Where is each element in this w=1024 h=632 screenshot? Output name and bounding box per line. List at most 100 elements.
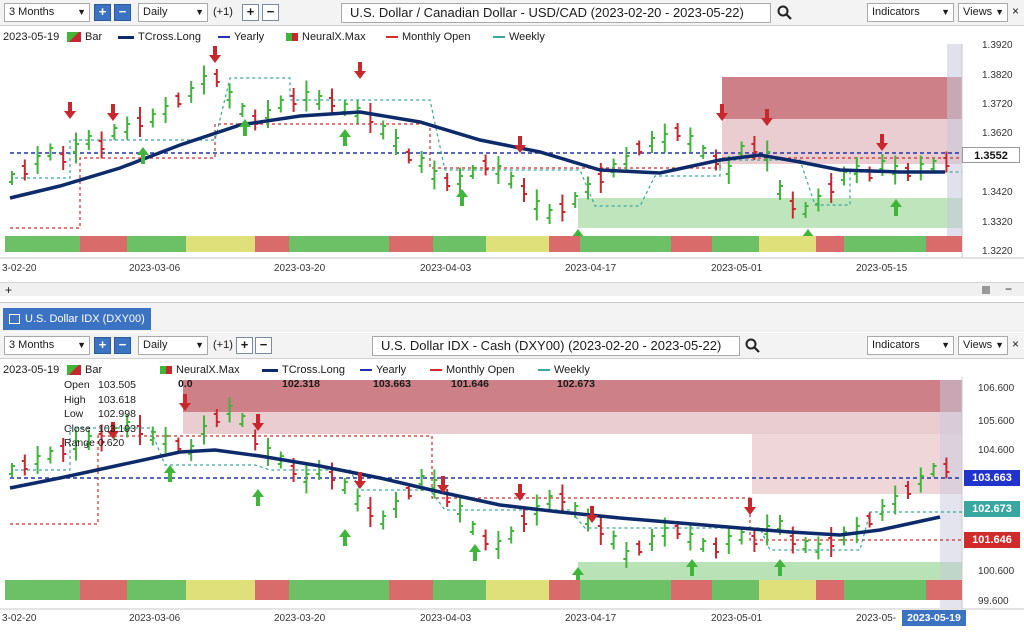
monthly-open-line bbox=[10, 435, 962, 541]
sell-arrow-icon bbox=[716, 104, 728, 121]
top-indicators-label: Indicators bbox=[872, 6, 920, 18]
top-views-select[interactable]: Views ▼ bbox=[958, 3, 1008, 22]
top-close-icon[interactable]: × bbox=[1012, 4, 1020, 18]
bottom-add-button[interactable]: + bbox=[236, 337, 253, 354]
signal-cell bbox=[389, 580, 433, 600]
bottom-y-tick: 105.600 bbox=[978, 416, 1015, 427]
dash-swatch-icon bbox=[430, 369, 442, 372]
top-symbol-title[interactable]: U.S. Dollar / Canadian Dollar - USD/CAD … bbox=[341, 3, 771, 23]
top-x-tick: 2023-03-20 bbox=[274, 263, 326, 274]
tcross-long-line bbox=[9, 448, 941, 537]
top-search-icon[interactable] bbox=[777, 5, 793, 21]
chevron-down-icon: ▼ bbox=[195, 7, 204, 17]
chevron-down-icon: ▼ bbox=[995, 7, 1004, 17]
top-indicators-select[interactable]: Indicators ▼ bbox=[867, 3, 954, 22]
neuralx-swatch-icon bbox=[160, 366, 172, 375]
bottom-close-icon[interactable]: × bbox=[1012, 337, 1020, 351]
bottom-legend-yearly: Yearly bbox=[360, 364, 406, 376]
tcross-long-line bbox=[9, 110, 945, 200]
buy-arrow-icon bbox=[572, 567, 584, 584]
top-legend: 2023-05-19 Bar TCross.Long Yearly Neural… bbox=[0, 31, 1024, 45]
signal-cell bbox=[671, 580, 712, 600]
signal-cell bbox=[549, 236, 580, 252]
signal-cell bbox=[19, 580, 44, 600]
top-y-tick: 1.3420 bbox=[982, 187, 1013, 198]
chart-icon bbox=[9, 314, 20, 324]
signal-cell bbox=[529, 236, 549, 252]
bottom-remove-button[interactable]: − bbox=[255, 337, 272, 354]
signal-cell bbox=[255, 236, 289, 252]
signal-cell bbox=[356, 580, 389, 600]
bottom-x-tick: 2023-05- bbox=[856, 613, 897, 624]
signal-cell bbox=[334, 580, 356, 600]
signal-cell bbox=[671, 236, 712, 252]
top-add-button[interactable]: + bbox=[242, 4, 259, 21]
bottom-search-icon[interactable] bbox=[745, 338, 761, 354]
top-views-label: Views bbox=[963, 6, 993, 18]
signal-cell bbox=[289, 580, 334, 600]
top-legend-tcross: TCross.Long bbox=[118, 31, 201, 43]
top-remove-button[interactable]: − bbox=[262, 4, 279, 21]
price-axis-bg bbox=[962, 377, 1024, 609]
top-zoom-in-button[interactable]: + bbox=[94, 4, 111, 21]
signal-cell bbox=[289, 236, 334, 252]
legend-value-weekly: 102.673 bbox=[557, 378, 595, 390]
signal-cell bbox=[151, 580, 186, 600]
signal-cell bbox=[816, 580, 844, 600]
bottom-zoom-out-button[interactable]: − bbox=[114, 337, 131, 354]
yearly-price-tag: 103.663 bbox=[964, 470, 1020, 486]
top-interval-value: Daily bbox=[143, 6, 168, 18]
top-zoom-out-button[interactable]: − bbox=[114, 4, 131, 21]
top-y-tick: 1.3220 bbox=[982, 246, 1013, 257]
dash-swatch-icon bbox=[386, 36, 398, 39]
bottom-views-select[interactable]: Views ▼ bbox=[958, 336, 1008, 355]
sell-arrow-icon bbox=[252, 414, 264, 431]
top-x-tick: 2023-05-01 bbox=[711, 263, 763, 274]
zoom-in-icon[interactable]: + bbox=[5, 283, 13, 297]
bottom-legend-tcross: TCross.Long bbox=[262, 364, 345, 376]
bottom-symbol-title[interactable]: U.S. Dollar IDX - Cash (DXY00) (2023-02-… bbox=[372, 336, 740, 356]
top-price-chart[interactable] bbox=[0, 0, 1024, 302]
dash-swatch-icon bbox=[493, 36, 505, 39]
bottom-x-tick: 2023-05-01 bbox=[711, 613, 763, 624]
sell-arrow-icon bbox=[107, 422, 119, 439]
tab-dxy00[interactable]: U.S. Dollar IDX (DXY00) bbox=[3, 308, 151, 330]
monthly-price-tag: 101.646 bbox=[964, 532, 1020, 548]
buy-arrow-icon bbox=[137, 147, 149, 164]
top-signal-strip bbox=[5, 236, 962, 252]
ohlc-low: Low 102.998 bbox=[64, 408, 136, 420]
zoom-out-icon[interactable]: − bbox=[1005, 282, 1013, 296]
top-range-select[interactable]: 3 Months ▼ bbox=[4, 3, 90, 22]
cursor-band bbox=[947, 44, 962, 252]
bottom-range-select[interactable]: 3 Months ▼ bbox=[4, 336, 90, 355]
signal-cell bbox=[232, 236, 255, 252]
signal-cell bbox=[433, 580, 454, 600]
top-legend-bar: Bar bbox=[67, 31, 102, 43]
signal-cell bbox=[844, 236, 883, 252]
signal-cell bbox=[730, 236, 759, 252]
bottom-zoom-in-button[interactable]: + bbox=[94, 337, 111, 354]
bottom-indicators-select[interactable]: Indicators ▼ bbox=[867, 336, 954, 355]
top-legend-weekly: Weekly bbox=[493, 31, 545, 43]
signal-cell bbox=[759, 580, 799, 600]
top-horizontal-scrollbar[interactable]: + − bbox=[0, 282, 1024, 297]
signal-cell bbox=[454, 236, 486, 252]
resistance-zone-light bbox=[183, 412, 962, 434]
bottom-legend-date: 2023-05-19 bbox=[3, 364, 60, 376]
top-toolbar: 3 Months ▼ + − Daily ▼ (+1) + − U.S. Dolla… bbox=[0, 0, 1024, 26]
bottom-interval-select[interactable]: Daily ▼ bbox=[138, 336, 208, 355]
bottom-legend: 2023-05-19 Bar NeuralX.Max TCross.Long Y… bbox=[0, 364, 1024, 378]
bottom-indicators-label: Indicators bbox=[872, 339, 920, 351]
top-legend-date: 2023-05-19 bbox=[3, 31, 60, 43]
scrollbar-thumb[interactable] bbox=[982, 286, 990, 294]
buy-arrow-icon bbox=[774, 559, 786, 576]
top-interval-select[interactable]: Daily ▼ bbox=[138, 3, 208, 22]
resistance-zone bbox=[722, 77, 962, 119]
legend-value-neuralx: 0.0 bbox=[178, 378, 193, 390]
signal-cell bbox=[127, 580, 151, 600]
signal-cell bbox=[799, 236, 816, 252]
bottom-legend-monthly: Monthly Open bbox=[430, 364, 514, 376]
sell-arrow-icon bbox=[586, 506, 598, 523]
resistance-zone bbox=[183, 380, 962, 412]
